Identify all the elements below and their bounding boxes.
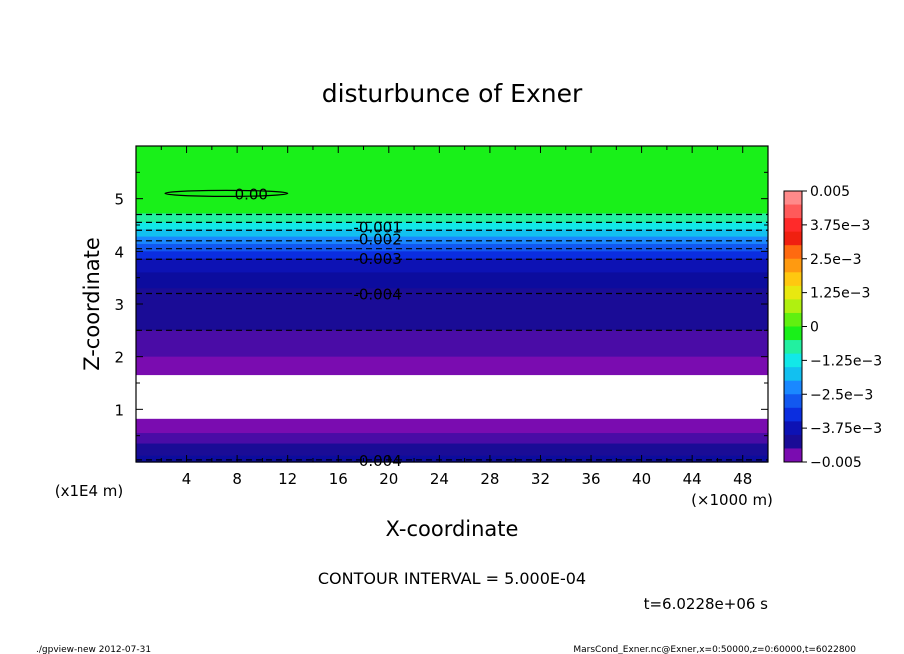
colorbar-label: 0.005	[810, 184, 850, 200]
colorbar-label: −1.25e−3	[810, 353, 882, 369]
colorbar-swatch	[784, 434, 802, 449]
colorbar-swatch	[784, 340, 802, 355]
contour-lines	[136, 189, 768, 461]
contour-band	[136, 330, 768, 358]
colorbar-swatch	[784, 258, 802, 273]
x-tick-label: 16	[329, 470, 348, 488]
x-tick-label: 32	[531, 470, 550, 488]
y-unit-note: (x1E4 m)	[55, 482, 124, 500]
colorbar-swatch	[784, 299, 802, 314]
contour-band	[136, 418, 768, 434]
contour-bands	[136, 146, 768, 463]
y-tick-label: 4	[114, 243, 124, 261]
colorbar-swatch	[784, 380, 802, 395]
colorbar-swatch	[784, 421, 802, 436]
x-tick-label: 8	[232, 470, 242, 488]
colorbar-label: 0	[810, 320, 819, 336]
x-unit-note: (×1000 m)	[691, 491, 773, 509]
colorbar-label: 3.75e−3	[810, 218, 870, 234]
contour-band	[136, 443, 768, 457]
contour-label: -0.002	[353, 231, 401, 249]
time-label: t=6.0228e+06 s	[644, 595, 769, 613]
x-tick-label: 36	[581, 470, 600, 488]
contour-label: -0.004	[353, 452, 401, 470]
contour-band	[136, 243, 768, 252]
colorbar-label: 1.25e−3	[810, 286, 870, 302]
contour-band	[136, 356, 768, 376]
contour-label: -0.001	[353, 219, 401, 237]
colorbar-swatch	[784, 353, 802, 368]
x-tick-label: 20	[379, 470, 398, 488]
colorbar-swatch	[784, 245, 802, 260]
contour-label: 0.00	[235, 185, 268, 203]
colorbar-swatch	[784, 191, 802, 206]
y-tick-label: 3	[114, 296, 124, 314]
colorbar-swatch	[784, 218, 802, 233]
colorbar-swatch	[784, 272, 802, 287]
x-axis-label: X-coordinate	[386, 517, 519, 541]
contour-labels: 0.00 -0.001-0.002-0.003 -0.004 -0.004	[235, 185, 402, 470]
contour-band	[136, 213, 768, 223]
colorbar-swatch	[784, 204, 802, 219]
x-tick-label: 4	[182, 470, 192, 488]
colorbar-swatch	[784, 312, 802, 327]
contour-band	[136, 455, 768, 463]
y-tick-label: 5	[114, 191, 124, 209]
chart-title: disturbunce of Exner	[322, 79, 583, 108]
colorbar-swatch	[784, 285, 802, 300]
y-tick-label: 2	[114, 349, 124, 367]
x-tick-label: 12	[278, 470, 297, 488]
colorbar-label: −0.005	[810, 455, 862, 471]
y-axis-label: Z-coordinate	[80, 237, 104, 371]
x-tick-label: 24	[430, 470, 449, 488]
colorbar: 0.005 3.75e−3 2.5e−3 1.25e−3 0 −1.25e−3 −2.5e−…	[783, 184, 882, 471]
colorbar-swatch	[784, 394, 802, 409]
colorbar-label: 2.5e−3	[810, 252, 862, 268]
contour-band	[136, 146, 768, 215]
colorbar-label: −3.75e−3	[810, 421, 882, 437]
colorbar-swatch	[784, 407, 802, 422]
colorbar-swatch	[784, 326, 802, 341]
contour-band	[136, 258, 768, 273]
contour-label: -0.004	[353, 285, 401, 303]
footer-right: MarsCond_Exner.nc@Exner,x=0:50000,z=0:60…	[573, 645, 856, 654]
contour-band	[136, 251, 768, 260]
colorbar-swatch	[784, 367, 802, 382]
contour-band	[136, 375, 768, 420]
x-tick-label: 28	[480, 470, 499, 488]
contour-band	[136, 433, 768, 445]
contour-band	[136, 229, 768, 238]
y-tick-label: 1	[114, 401, 124, 419]
zero-contour	[164, 189, 289, 197]
contour-interval-label: CONTOUR INTERVAL = 5.000E-04	[318, 569, 586, 588]
y-axis-ticks: 1 2 3 4 5	[114, 145, 768, 463]
contour-band	[136, 222, 768, 230]
contour-label: -0.003	[353, 250, 401, 268]
x-tick-label: 40	[632, 470, 651, 488]
colorbar-label: −2.5e−3	[810, 387, 873, 403]
colorbar-swatch	[784, 231, 802, 246]
x-tick-label: 48	[733, 470, 752, 488]
footer-left: ./gpview-new 2012-07-31	[36, 645, 151, 654]
colorbar-swatch	[784, 448, 802, 463]
contour-band	[136, 272, 768, 289]
contour-band	[136, 288, 768, 331]
x-tick-label: 44	[683, 470, 702, 488]
x-axis-ticks: 4 8 12 16 20 24 28 32 36 40 44 48	[135, 146, 769, 488]
